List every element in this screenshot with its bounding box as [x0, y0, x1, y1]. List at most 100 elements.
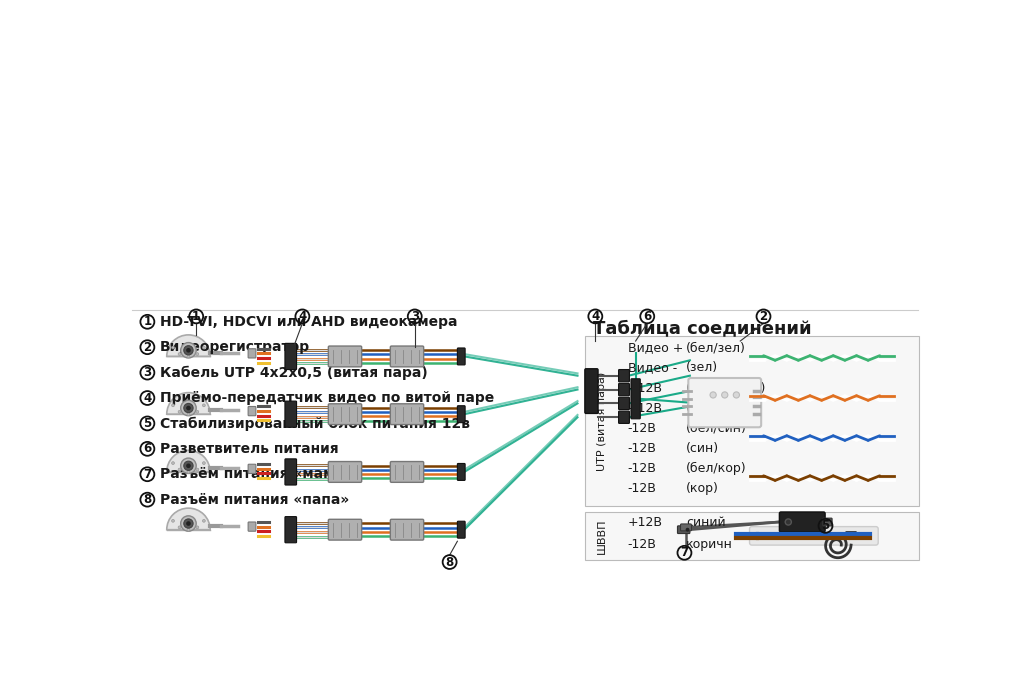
Circle shape [172, 462, 174, 464]
Circle shape [196, 410, 199, 413]
Circle shape [178, 526, 181, 529]
Circle shape [710, 392, 716, 398]
FancyBboxPatch shape [248, 348, 256, 358]
FancyBboxPatch shape [329, 519, 361, 540]
Text: 8: 8 [143, 493, 152, 506]
Circle shape [203, 346, 205, 349]
Text: -12В: -12В [628, 538, 656, 551]
FancyBboxPatch shape [618, 411, 630, 423]
Text: (бел/оранж): (бел/оранж) [686, 381, 766, 394]
Text: +12В: +12В [628, 381, 663, 394]
FancyBboxPatch shape [458, 464, 465, 480]
Text: 4: 4 [298, 310, 306, 323]
Text: UTP (витая пара): UTP (витая пара) [597, 372, 607, 471]
Text: Разъём питания «мама»: Разъём питания «мама» [160, 467, 352, 482]
FancyBboxPatch shape [390, 519, 424, 540]
Circle shape [183, 461, 194, 471]
FancyBboxPatch shape [329, 346, 361, 367]
Circle shape [180, 516, 197, 531]
FancyBboxPatch shape [285, 459, 297, 485]
Text: 4: 4 [591, 310, 599, 323]
FancyBboxPatch shape [823, 518, 833, 526]
Circle shape [686, 528, 689, 532]
FancyBboxPatch shape [688, 378, 761, 427]
Circle shape [186, 348, 190, 353]
Text: +12В: +12В [628, 517, 663, 530]
Text: +12В: +12В [628, 401, 663, 414]
Circle shape [172, 346, 174, 349]
Circle shape [172, 519, 174, 522]
FancyBboxPatch shape [618, 370, 630, 382]
Text: 6: 6 [643, 310, 651, 323]
Circle shape [187, 355, 189, 358]
Text: Разъём питания «папа»: Разъём питания «папа» [160, 493, 349, 507]
FancyBboxPatch shape [585, 369, 598, 414]
Text: HD-TVI, HDCVI или AHD видеокамера: HD-TVI, HDCVI или AHD видеокамера [160, 315, 458, 329]
Circle shape [196, 468, 199, 471]
Text: (син): (син) [686, 442, 719, 455]
Text: ШВВП: ШВВП [597, 518, 607, 554]
FancyBboxPatch shape [248, 464, 256, 473]
Circle shape [722, 392, 728, 398]
Circle shape [187, 413, 189, 416]
Circle shape [180, 458, 197, 473]
FancyBboxPatch shape [681, 524, 691, 531]
Text: 1: 1 [143, 316, 152, 329]
FancyBboxPatch shape [390, 462, 424, 482]
FancyBboxPatch shape [390, 346, 424, 367]
FancyBboxPatch shape [390, 404, 424, 425]
Text: коричн: коричн [686, 538, 733, 551]
FancyBboxPatch shape [285, 517, 297, 543]
Text: синий: синий [686, 517, 726, 530]
Circle shape [203, 519, 205, 522]
Text: Видеорегистратор: Видеорегистратор [160, 340, 310, 354]
Text: 2: 2 [760, 310, 768, 323]
Wedge shape [167, 335, 210, 357]
FancyBboxPatch shape [458, 521, 465, 538]
Text: (бел/кор): (бел/кор) [686, 462, 746, 475]
Circle shape [183, 403, 194, 413]
Text: Разветвитель питания: Разветвитель питания [160, 442, 338, 456]
Circle shape [186, 521, 190, 526]
FancyBboxPatch shape [631, 379, 640, 419]
FancyBboxPatch shape [846, 532, 856, 539]
Circle shape [186, 464, 190, 468]
Circle shape [203, 404, 205, 407]
Circle shape [180, 401, 197, 416]
Text: 5: 5 [143, 417, 152, 430]
Circle shape [186, 405, 190, 410]
Text: Стабилизированный блок питания 12в: Стабилизированный блок питания 12в [160, 416, 470, 431]
Text: Приёмо-передатчик видео по витой паре: Приёмо-передатчик видео по витой паре [160, 391, 494, 405]
Bar [586, 336, 919, 506]
FancyBboxPatch shape [678, 526, 690, 534]
Text: 6: 6 [143, 442, 152, 456]
Circle shape [187, 471, 189, 473]
Wedge shape [167, 451, 210, 472]
Text: -12В: -12В [628, 422, 656, 434]
Wedge shape [167, 392, 210, 414]
Text: 3: 3 [411, 310, 419, 323]
FancyBboxPatch shape [618, 383, 630, 396]
FancyBboxPatch shape [750, 527, 879, 545]
Circle shape [178, 468, 181, 471]
Text: 5: 5 [821, 519, 829, 532]
Text: 4: 4 [143, 392, 152, 405]
Text: Видео -: Видео - [628, 362, 677, 375]
Circle shape [178, 410, 181, 413]
Circle shape [196, 353, 199, 355]
Circle shape [203, 462, 205, 464]
Circle shape [172, 404, 174, 407]
FancyBboxPatch shape [458, 348, 465, 365]
Text: 8: 8 [445, 556, 454, 569]
Text: 2: 2 [143, 341, 152, 354]
Circle shape [180, 342, 197, 358]
FancyBboxPatch shape [248, 407, 256, 416]
Text: (кор): (кор) [686, 482, 719, 495]
Text: Видео +: Видео + [628, 342, 683, 355]
Text: 3: 3 [143, 366, 152, 379]
FancyBboxPatch shape [285, 401, 297, 427]
Text: -12В: -12В [628, 462, 656, 475]
Circle shape [196, 526, 199, 529]
Text: (зел): (зел) [686, 362, 718, 375]
FancyBboxPatch shape [779, 512, 825, 532]
